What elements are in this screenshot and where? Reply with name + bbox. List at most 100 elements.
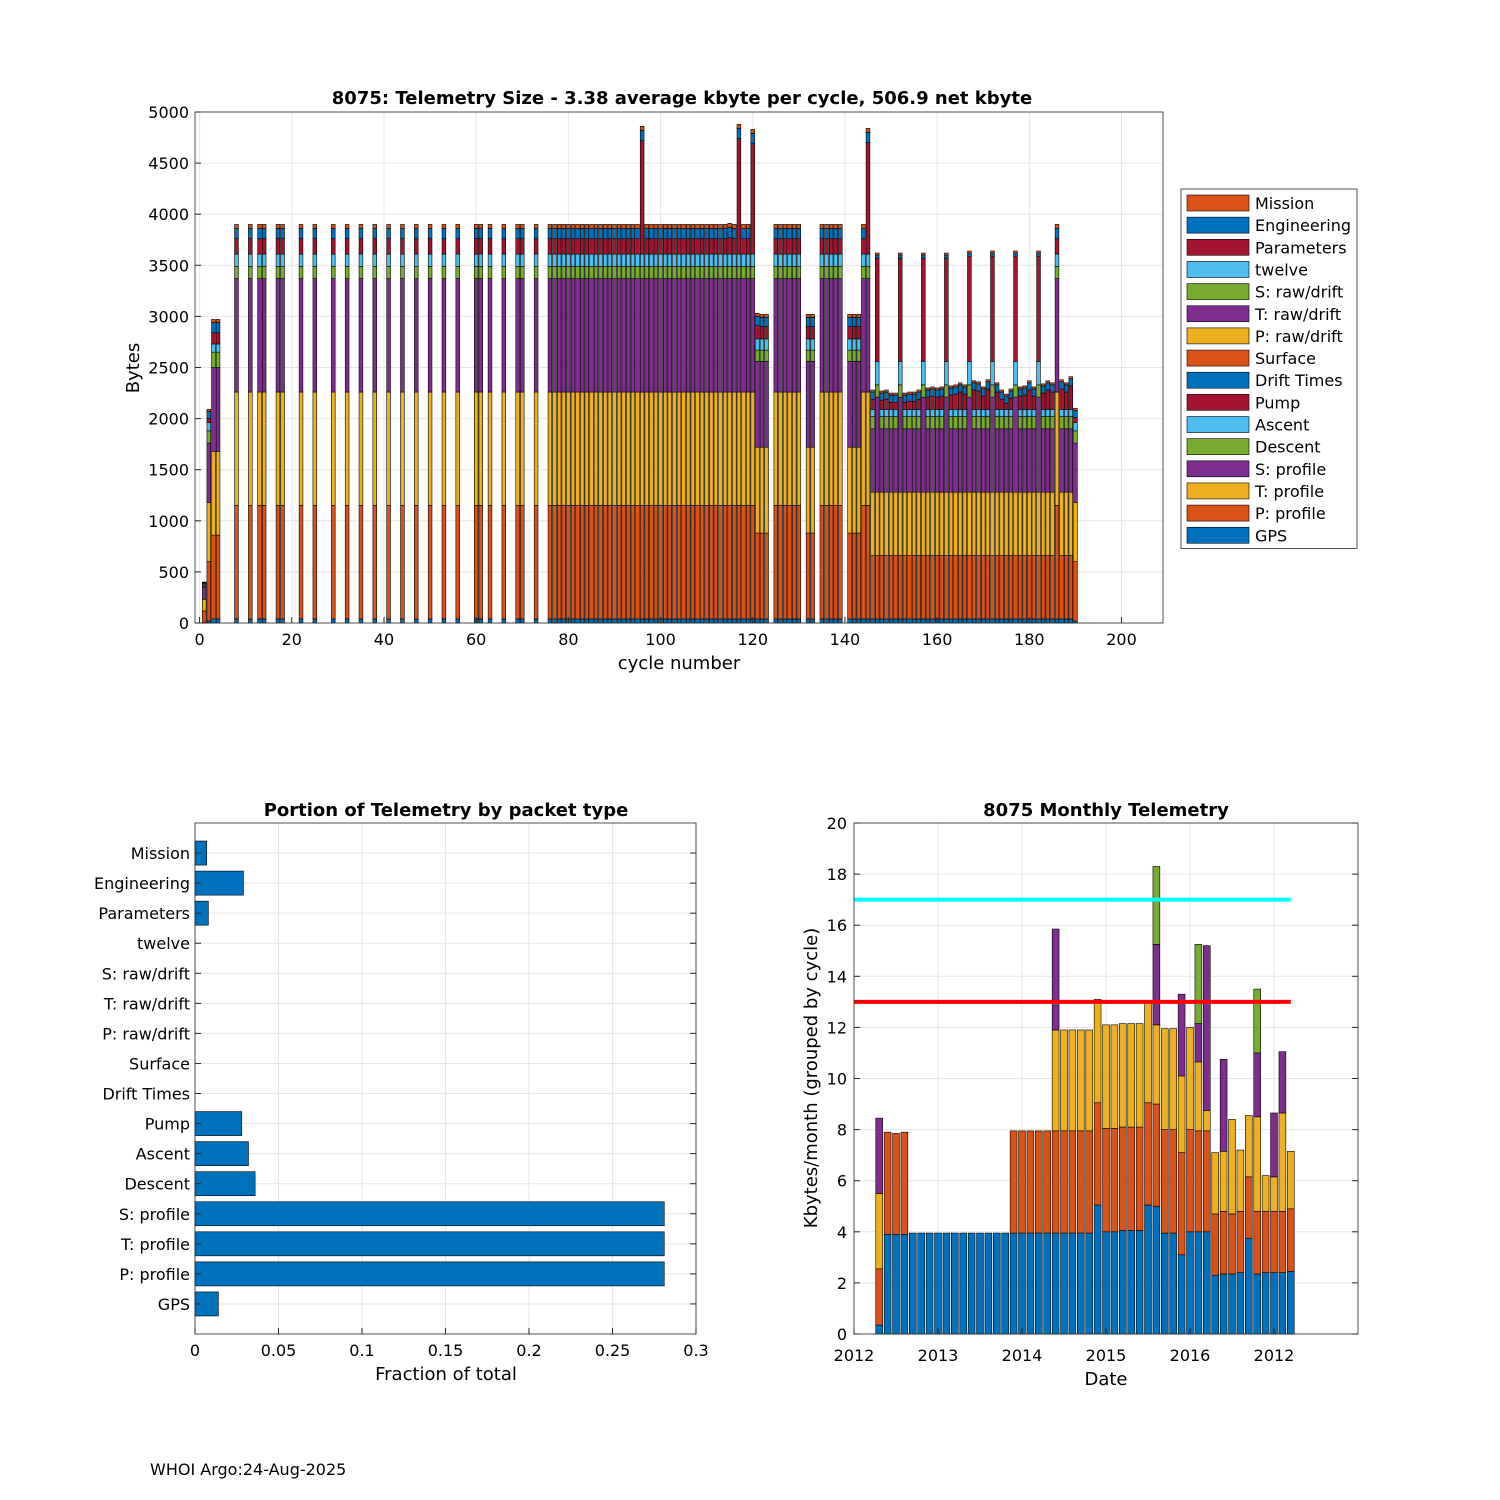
bar-segment	[713, 266, 719, 279]
bar-segment	[312, 266, 318, 279]
bar-segment	[930, 409, 935, 417]
bar-segment	[944, 252, 949, 256]
bar-segment	[312, 228, 318, 240]
bar-segment	[1161, 1129, 1169, 1234]
bar-segment	[248, 238, 253, 255]
bar-segment	[478, 505, 483, 620]
bar-segment	[667, 618, 672, 624]
bar-segment	[810, 532, 815, 620]
bar-segment	[750, 129, 755, 134]
bar-segment	[741, 224, 746, 229]
bar-segment	[892, 1234, 900, 1335]
bar-segment	[824, 228, 829, 240]
bar-segment	[1022, 555, 1027, 620]
bar-segment	[1008, 428, 1014, 493]
bar-segment	[580, 391, 585, 506]
bar-segment	[561, 224, 566, 229]
bar-segment	[921, 618, 926, 624]
bar-segment	[934, 387, 940, 391]
bar-segment	[672, 618, 677, 624]
bar-segment	[1152, 866, 1161, 945]
bar-segment	[589, 278, 594, 393]
bar-segment	[759, 446, 765, 534]
bar-segment	[344, 505, 350, 620]
bar-segment	[658, 238, 663, 255]
x-tick-label: 2013	[918, 1346, 959, 1365]
bar-segment	[206, 561, 212, 622]
x-tick-label: 0.25	[595, 1341, 631, 1360]
category-label: Descent	[124, 1175, 190, 1194]
bar-segment	[861, 228, 866, 240]
bar-segment	[718, 228, 723, 240]
bar-segment	[215, 534, 221, 620]
bar-segment	[552, 618, 557, 624]
bar-segment	[782, 266, 788, 279]
bar-segment	[386, 278, 391, 393]
bar-segment	[552, 266, 557, 279]
legend-swatch	[1186, 526, 1250, 544]
bar-segment	[1031, 555, 1037, 620]
bar-segment	[1054, 278, 1060, 393]
bar-segment	[690, 228, 696, 240]
bar-segment	[732, 391, 737, 506]
bar-segment	[879, 390, 885, 394]
bar-segment	[879, 428, 885, 493]
bar-segment	[727, 227, 732, 239]
legend-label: S: profile	[1255, 460, 1326, 479]
bar-segment	[1186, 1129, 1194, 1233]
bar-segment	[1228, 1273, 1236, 1335]
bar-segment	[630, 505, 636, 620]
bar-segment	[681, 238, 686, 255]
bar-segment	[888, 416, 894, 430]
bar-segment	[1110, 1128, 1119, 1233]
bar-segment	[331, 238, 336, 255]
bar-segment	[971, 409, 977, 417]
bar-segment	[773, 224, 778, 229]
bar-segment	[1060, 1029, 1068, 1132]
bar-segment	[649, 238, 654, 255]
bar-segment	[1013, 255, 1018, 362]
bar-segment	[792, 238, 797, 255]
bar-segment	[520, 278, 525, 393]
monthly-telemetry-reference-lines	[854, 897, 1291, 1004]
bar-segment	[275, 278, 281, 393]
bar-segment	[1253, 1273, 1261, 1335]
bar-segment	[1110, 1231, 1119, 1335]
bar-segment	[1102, 1024, 1110, 1129]
bar-segment	[704, 278, 709, 393]
bar-segment	[331, 391, 336, 506]
bar-segment	[598, 278, 603, 393]
bar-segment	[676, 618, 682, 624]
bar-segment	[681, 618, 686, 624]
bar-segment	[487, 278, 493, 393]
bar-segment	[1022, 394, 1027, 410]
bar-segment	[672, 278, 677, 393]
bar-segment	[925, 555, 931, 620]
bar-segment	[985, 491, 991, 556]
bar-segment	[962, 409, 967, 417]
bar-segment	[778, 253, 783, 267]
bar-segment	[713, 253, 719, 267]
bar-segment	[1031, 409, 1037, 417]
bar-segment	[902, 392, 908, 396]
bar-segment	[690, 224, 696, 229]
bar-segment	[1119, 1023, 1127, 1128]
bar-segment	[999, 389, 1004, 393]
bar-segment	[884, 409, 889, 417]
bar-segment	[907, 393, 912, 402]
legend-label: T: profile	[1254, 482, 1324, 501]
bar-segment	[805, 338, 811, 351]
bar-segment	[520, 618, 525, 624]
bar-segment	[533, 228, 539, 240]
bar-segment	[732, 505, 737, 620]
bar-segment	[644, 266, 649, 279]
bar-segment	[234, 224, 239, 229]
bar-segment	[280, 505, 285, 620]
bar-segment	[455, 238, 460, 255]
bar-segment	[248, 224, 253, 229]
bar-segment	[478, 278, 483, 393]
bar-segment	[999, 555, 1004, 620]
bar-segment	[690, 618, 696, 624]
bar-segment	[667, 391, 672, 506]
category-label: T: raw/drift	[103, 994, 190, 1013]
